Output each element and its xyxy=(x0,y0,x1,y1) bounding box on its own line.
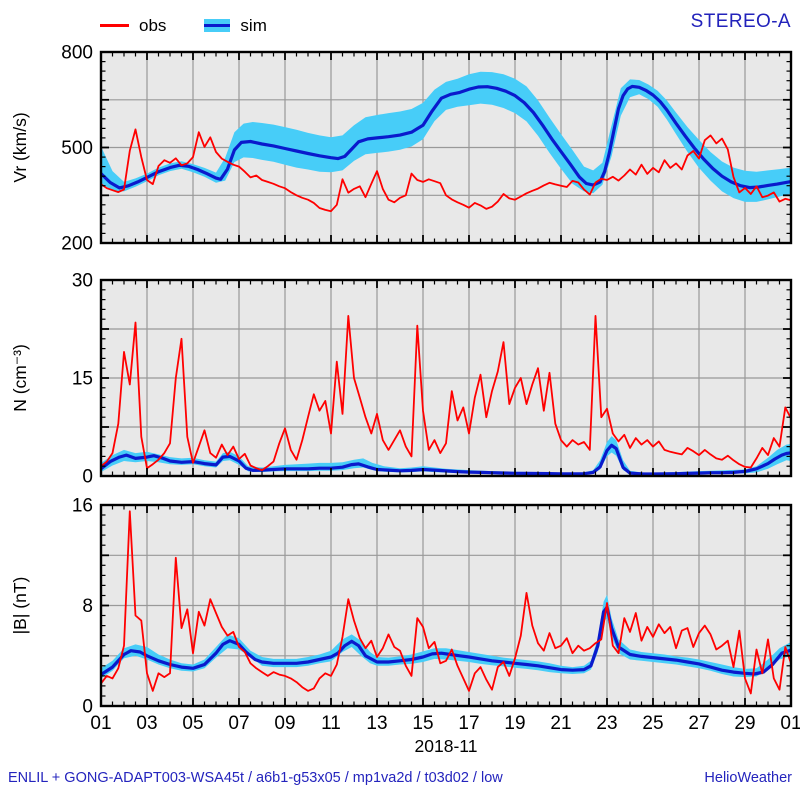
credit-label: HelioWeather xyxy=(704,770,792,786)
n-ytick-label: 0 xyxy=(82,467,93,488)
xtick-label: 13 xyxy=(366,713,387,734)
b-ytick-label: 8 xyxy=(82,596,93,617)
n-axis-title: N (cm⁻³) xyxy=(10,344,30,412)
vr-obs-line xyxy=(102,128,790,213)
vr-panel: 800 500 200 Vr (km/s) xyxy=(10,43,793,255)
xtick-label: 01 xyxy=(780,713,800,734)
vr-ytick-label: 800 xyxy=(61,43,93,64)
n-frame xyxy=(99,278,793,478)
xtick-label: 25 xyxy=(642,713,663,734)
b-sim-line xyxy=(102,605,790,676)
spacecraft-title: STEREO-A xyxy=(690,11,791,32)
b-ytick-label: 0 xyxy=(82,697,93,718)
xtick-label: 21 xyxy=(550,713,571,734)
b-ytick-label: 16 xyxy=(72,496,93,517)
b-axis-title: |B| (nT) xyxy=(10,577,30,635)
vr-frame xyxy=(99,50,793,245)
xtick-label: 11 xyxy=(321,713,341,734)
b-obs-line xyxy=(102,510,790,695)
n-sim-uncertainty-band xyxy=(102,436,790,475)
n-sim-line xyxy=(102,443,790,475)
n-panel: 30 15 0 N (cm⁻³) xyxy=(10,271,793,488)
xtick-label: 09 xyxy=(274,713,295,734)
legend-sim-line-swatch xyxy=(204,24,231,28)
legend-sim-band-swatch xyxy=(204,19,231,32)
b-panel: 16 8 0 |B| (nT) xyxy=(10,496,793,718)
vr-sim-uncertainty-band xyxy=(102,71,790,202)
xtick-label: 23 xyxy=(596,713,617,734)
vr-axis-title: Vr (km/s) xyxy=(10,112,30,182)
vr-ytick-label: 200 xyxy=(61,234,93,255)
n-ytick-label: 30 xyxy=(72,271,93,292)
model-run-info: ENLIL + GONG-ADAPT003-WSA45t / a6b1-g53x… xyxy=(8,770,503,786)
legend-sim-label: sim xyxy=(240,16,267,35)
xtick-label: 29 xyxy=(734,713,755,734)
xtick-label: 17 xyxy=(458,713,479,734)
legend: obs sim xyxy=(100,17,267,34)
n-ytick-label: 15 xyxy=(72,369,93,390)
vr-sim-line xyxy=(102,84,790,190)
xtick-label: 05 xyxy=(182,713,203,734)
xtick-label: 15 xyxy=(412,713,433,734)
vr-ytick-label: 500 xyxy=(61,138,93,159)
xtick-label: 07 xyxy=(228,713,249,734)
xtick-label: 19 xyxy=(504,713,525,734)
b-frame xyxy=(99,503,793,708)
legend-obs-line-swatch xyxy=(100,23,129,28)
n-obs-line xyxy=(102,314,790,472)
legend-obs-label: obs xyxy=(139,16,167,35)
xtick-label: 01 xyxy=(90,713,111,734)
xtick-label: 27 xyxy=(688,713,709,734)
xtick-label: 03 xyxy=(136,713,157,734)
xaxis-title: 2018-11 xyxy=(414,736,478,756)
